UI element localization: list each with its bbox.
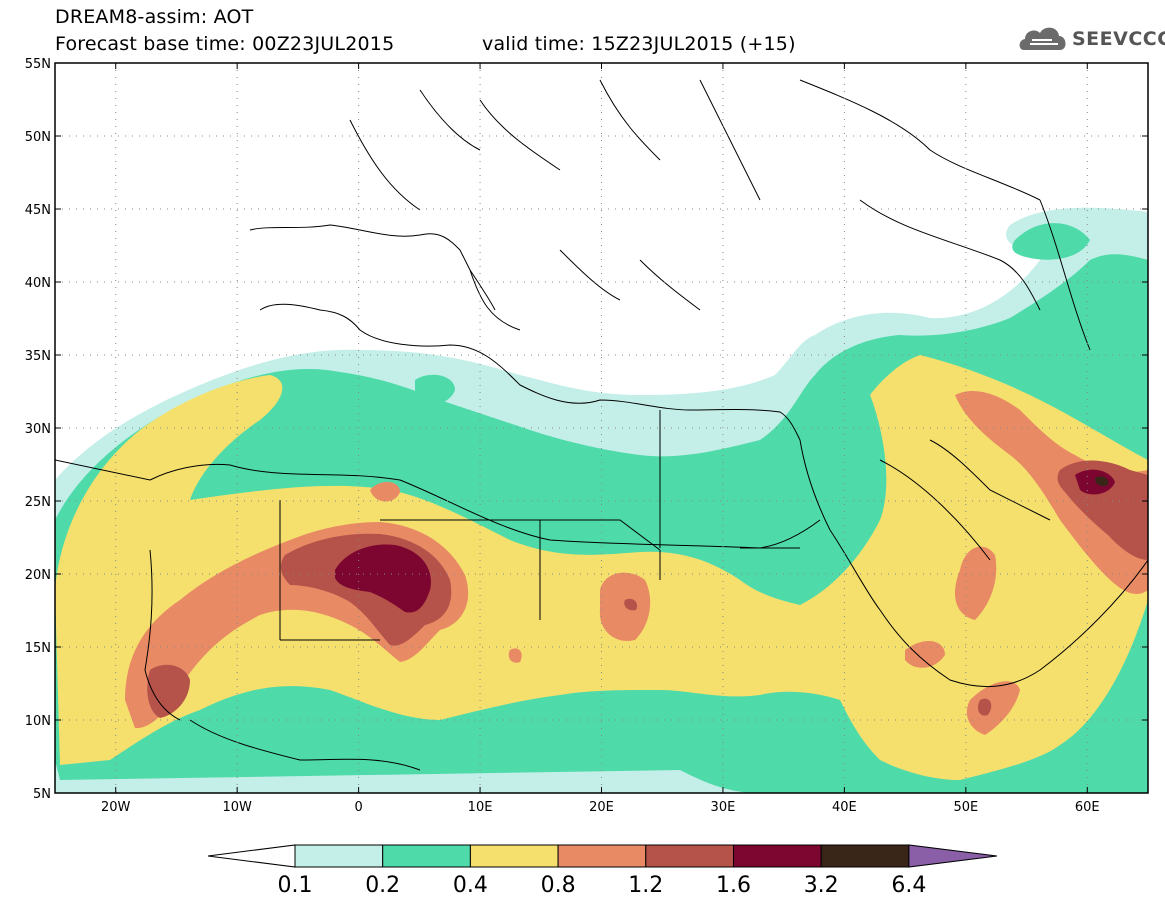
colorbar-label: 0.2 <box>365 873 400 898</box>
colorbar-bin <box>382 844 471 868</box>
valid-time: valid time: 15Z23JUL2015 (+15) <box>482 33 796 55</box>
aot-level-0.2 <box>415 374 455 405</box>
colorbar-label: 3.2 <box>804 873 839 898</box>
cloud-logo-icon <box>1019 27 1066 50</box>
colorbar-under-triangle <box>207 844 296 868</box>
lon-tick-label: 0 <box>354 800 362 815</box>
map-title: DREAM8-assim: AOT <box>55 6 254 28</box>
aot-level-0.2 <box>1012 223 1090 260</box>
lon-tick-label: 20E <box>589 800 614 815</box>
colorbar-bin <box>820 844 910 868</box>
grid <box>55 63 1148 793</box>
lat-tick-label: 40N <box>25 276 51 291</box>
aot-level-0.8 <box>966 681 1020 735</box>
colorbar-label: 0.1 <box>278 873 313 898</box>
aot-level-0.8 <box>905 640 945 668</box>
lat-tick-label: 15N <box>25 641 51 656</box>
lat-tick-label: 30N <box>25 422 51 437</box>
lat-tick-label: 35N <box>25 349 51 364</box>
colorbar-label: 6.4 <box>891 873 926 898</box>
lat-tick-label: 20N <box>25 568 51 583</box>
axis-ticks: 20W 10W 0 10E 20E 30E 40E 50E 60E 5N 10N 15N 20N 25N 3… <box>25 57 1148 815</box>
lat-tick-label: 10N <box>25 714 51 729</box>
colorbar-bin <box>557 844 647 868</box>
colorbar-label: 0.4 <box>453 873 488 898</box>
aot-level-1.2 <box>977 698 992 716</box>
coastlines <box>55 79 1148 771</box>
aot-level-0.8 <box>508 648 522 663</box>
aot-level-0.8 <box>955 390 1148 595</box>
lat-tick-label: 25N <box>25 495 51 510</box>
colorbar-bin <box>733 844 822 868</box>
lon-tick-label: 50E <box>953 800 978 815</box>
colorbar-bin <box>469 844 559 868</box>
aot-level-1.6 <box>335 544 431 613</box>
colorbar-bin <box>645 844 734 868</box>
aot-level-0.8 <box>955 546 997 620</box>
aot-level-0.8 <box>599 572 651 641</box>
colorbar-label: 0.8 <box>541 873 576 898</box>
aot-level-1.2 <box>624 598 638 611</box>
lat-tick-label: 5N <box>33 787 51 802</box>
forecast-base-time: Forecast base time: 00Z23JUL2015 <box>55 33 395 55</box>
lon-tick-label: 60E <box>1075 800 1100 815</box>
logo-text: SEEVCCC <box>1072 28 1165 50</box>
colorbar-over-triangle <box>908 844 997 868</box>
lat-tick-label: 45N <box>25 203 51 218</box>
lon-tick-label: 40E <box>832 800 857 815</box>
colorbar-bin <box>294 844 384 868</box>
lat-tick-label: 50N <box>25 130 51 145</box>
lon-tick-label: 30E <box>711 800 736 815</box>
aot-level-0.8 <box>370 481 400 502</box>
aot-level-1.2 <box>147 664 190 718</box>
aot-level-3.2 <box>1095 476 1109 487</box>
lat-tick-label: 55N <box>25 57 51 72</box>
lon-tick-label: 10E <box>468 800 493 815</box>
colorbar: 0.1 0.2 0.4 0.8 1.2 1.6 3.2 6.4 <box>207 844 997 898</box>
aot-level-1.6 <box>1075 469 1115 495</box>
colorbar-label: 1.6 <box>716 873 751 898</box>
lon-tick-label: 20W <box>101 800 131 815</box>
colorbar-label: 1.2 <box>628 873 663 898</box>
lon-tick-label: 10W <box>222 800 252 815</box>
